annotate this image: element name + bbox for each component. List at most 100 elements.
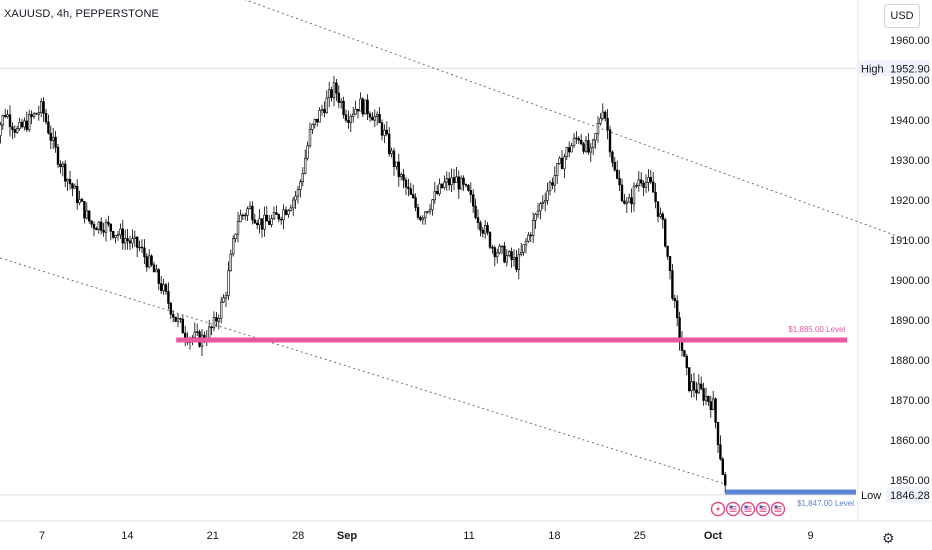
candle-body	[88, 210, 91, 222]
event-markers[interactable]	[710, 501, 786, 517]
candle	[637, 171, 641, 192]
candle	[152, 261, 156, 273]
candle-body	[35, 113, 38, 115]
candle	[232, 235, 235, 257]
candle-body	[255, 222, 259, 226]
candle-body	[181, 318, 184, 334]
candle-body	[397, 161, 400, 178]
candle-body	[296, 189, 300, 197]
candle	[459, 175, 463, 190]
candle	[543, 192, 547, 212]
gear-icon[interactable]: ⚙	[882, 530, 895, 546]
candle	[294, 190, 297, 209]
candle-body	[414, 197, 417, 208]
candle	[572, 133, 576, 149]
candle-body	[119, 228, 122, 236]
candle-body	[500, 245, 504, 248]
candle	[507, 249, 511, 258]
candle	[702, 382, 705, 406]
candle-body	[555, 163, 559, 176]
candle	[174, 316, 177, 322]
candle	[471, 189, 475, 213]
price-axis[interactable]: 1850.00 1860.00 1870.00 1880.00 1890.00 1900.…	[857, 0, 930, 521]
candle-body	[83, 201, 86, 219]
candle-body	[363, 99, 367, 115]
candle	[107, 215, 110, 227]
time-tick: 18	[548, 530, 560, 542]
price-tick: 1850.00	[890, 475, 930, 487]
symbol-label[interactable]: XAUUSD, 4h, PEPPERSTONE	[4, 8, 159, 20]
candle	[416, 203, 420, 220]
candle-body	[690, 381, 693, 392]
candle	[76, 179, 79, 210]
candle	[579, 134, 583, 146]
candle	[275, 205, 278, 215]
candle-body	[707, 396, 710, 402]
candle	[445, 171, 448, 191]
candle	[668, 256, 672, 280]
candle-body	[459, 177, 463, 190]
time-tick: 25	[634, 530, 646, 542]
candle	[493, 245, 496, 267]
candle-body	[299, 181, 302, 190]
candle	[488, 231, 492, 250]
candle-body	[179, 318, 182, 320]
candle	[224, 291, 228, 308]
candle	[587, 133, 590, 155]
candle-body	[445, 178, 448, 183]
candle	[606, 109, 609, 140]
currency-label[interactable]: USD	[884, 4, 920, 28]
candle	[51, 127, 55, 150]
time-axis[interactable]: 7 14 21 28 Sep 11 18 25 Oct 9	[0, 520, 932, 542]
candle	[675, 295, 679, 327]
candle-body	[519, 251, 523, 255]
candle	[687, 367, 691, 393]
candle-body	[385, 129, 388, 135]
candle	[375, 111, 379, 126]
candle-body	[721, 458, 725, 476]
candle-body	[493, 247, 496, 258]
candle	[563, 153, 566, 179]
candle-body	[90, 220, 93, 225]
candle-body	[64, 163, 67, 182]
candle-body	[683, 350, 686, 357]
candle-body	[49, 132, 53, 141]
channel-line-1	[244, 0, 909, 241]
candle	[251, 201, 254, 225]
candle-body	[639, 179, 643, 184]
candle-body	[68, 179, 72, 185]
candle-body	[102, 229, 105, 233]
candle-body	[558, 157, 561, 164]
candle-body	[272, 212, 276, 219]
candle-body	[675, 300, 679, 318]
candle	[102, 222, 105, 237]
candle-body	[347, 119, 350, 123]
flag-canton	[744, 505, 748, 508]
candle-body	[541, 201, 545, 204]
candle-body	[411, 194, 415, 198]
candle	[582, 141, 585, 155]
candle-body	[584, 140, 588, 152]
candle	[277, 213, 280, 223]
candle-body	[663, 219, 667, 247]
candle	[699, 376, 703, 391]
candle-body	[284, 209, 288, 215]
candle	[215, 311, 218, 327]
candle-body	[133, 236, 136, 239]
candle	[373, 109, 376, 128]
level-lines[interactable]: $1,885.00 Level $1,847.00 Level	[176, 325, 856, 508]
candle-body	[630, 197, 633, 205]
candle-body	[632, 185, 636, 205]
candle-body	[486, 225, 489, 233]
candle	[716, 421, 720, 453]
candle	[380, 119, 384, 141]
candle-body	[673, 298, 677, 302]
candle-body	[522, 244, 525, 253]
candle-body	[687, 367, 691, 392]
candle	[164, 282, 168, 295]
candle	[42, 97, 45, 122]
candle	[519, 242, 523, 257]
candle-body	[97, 221, 101, 231]
candle	[4, 108, 7, 119]
